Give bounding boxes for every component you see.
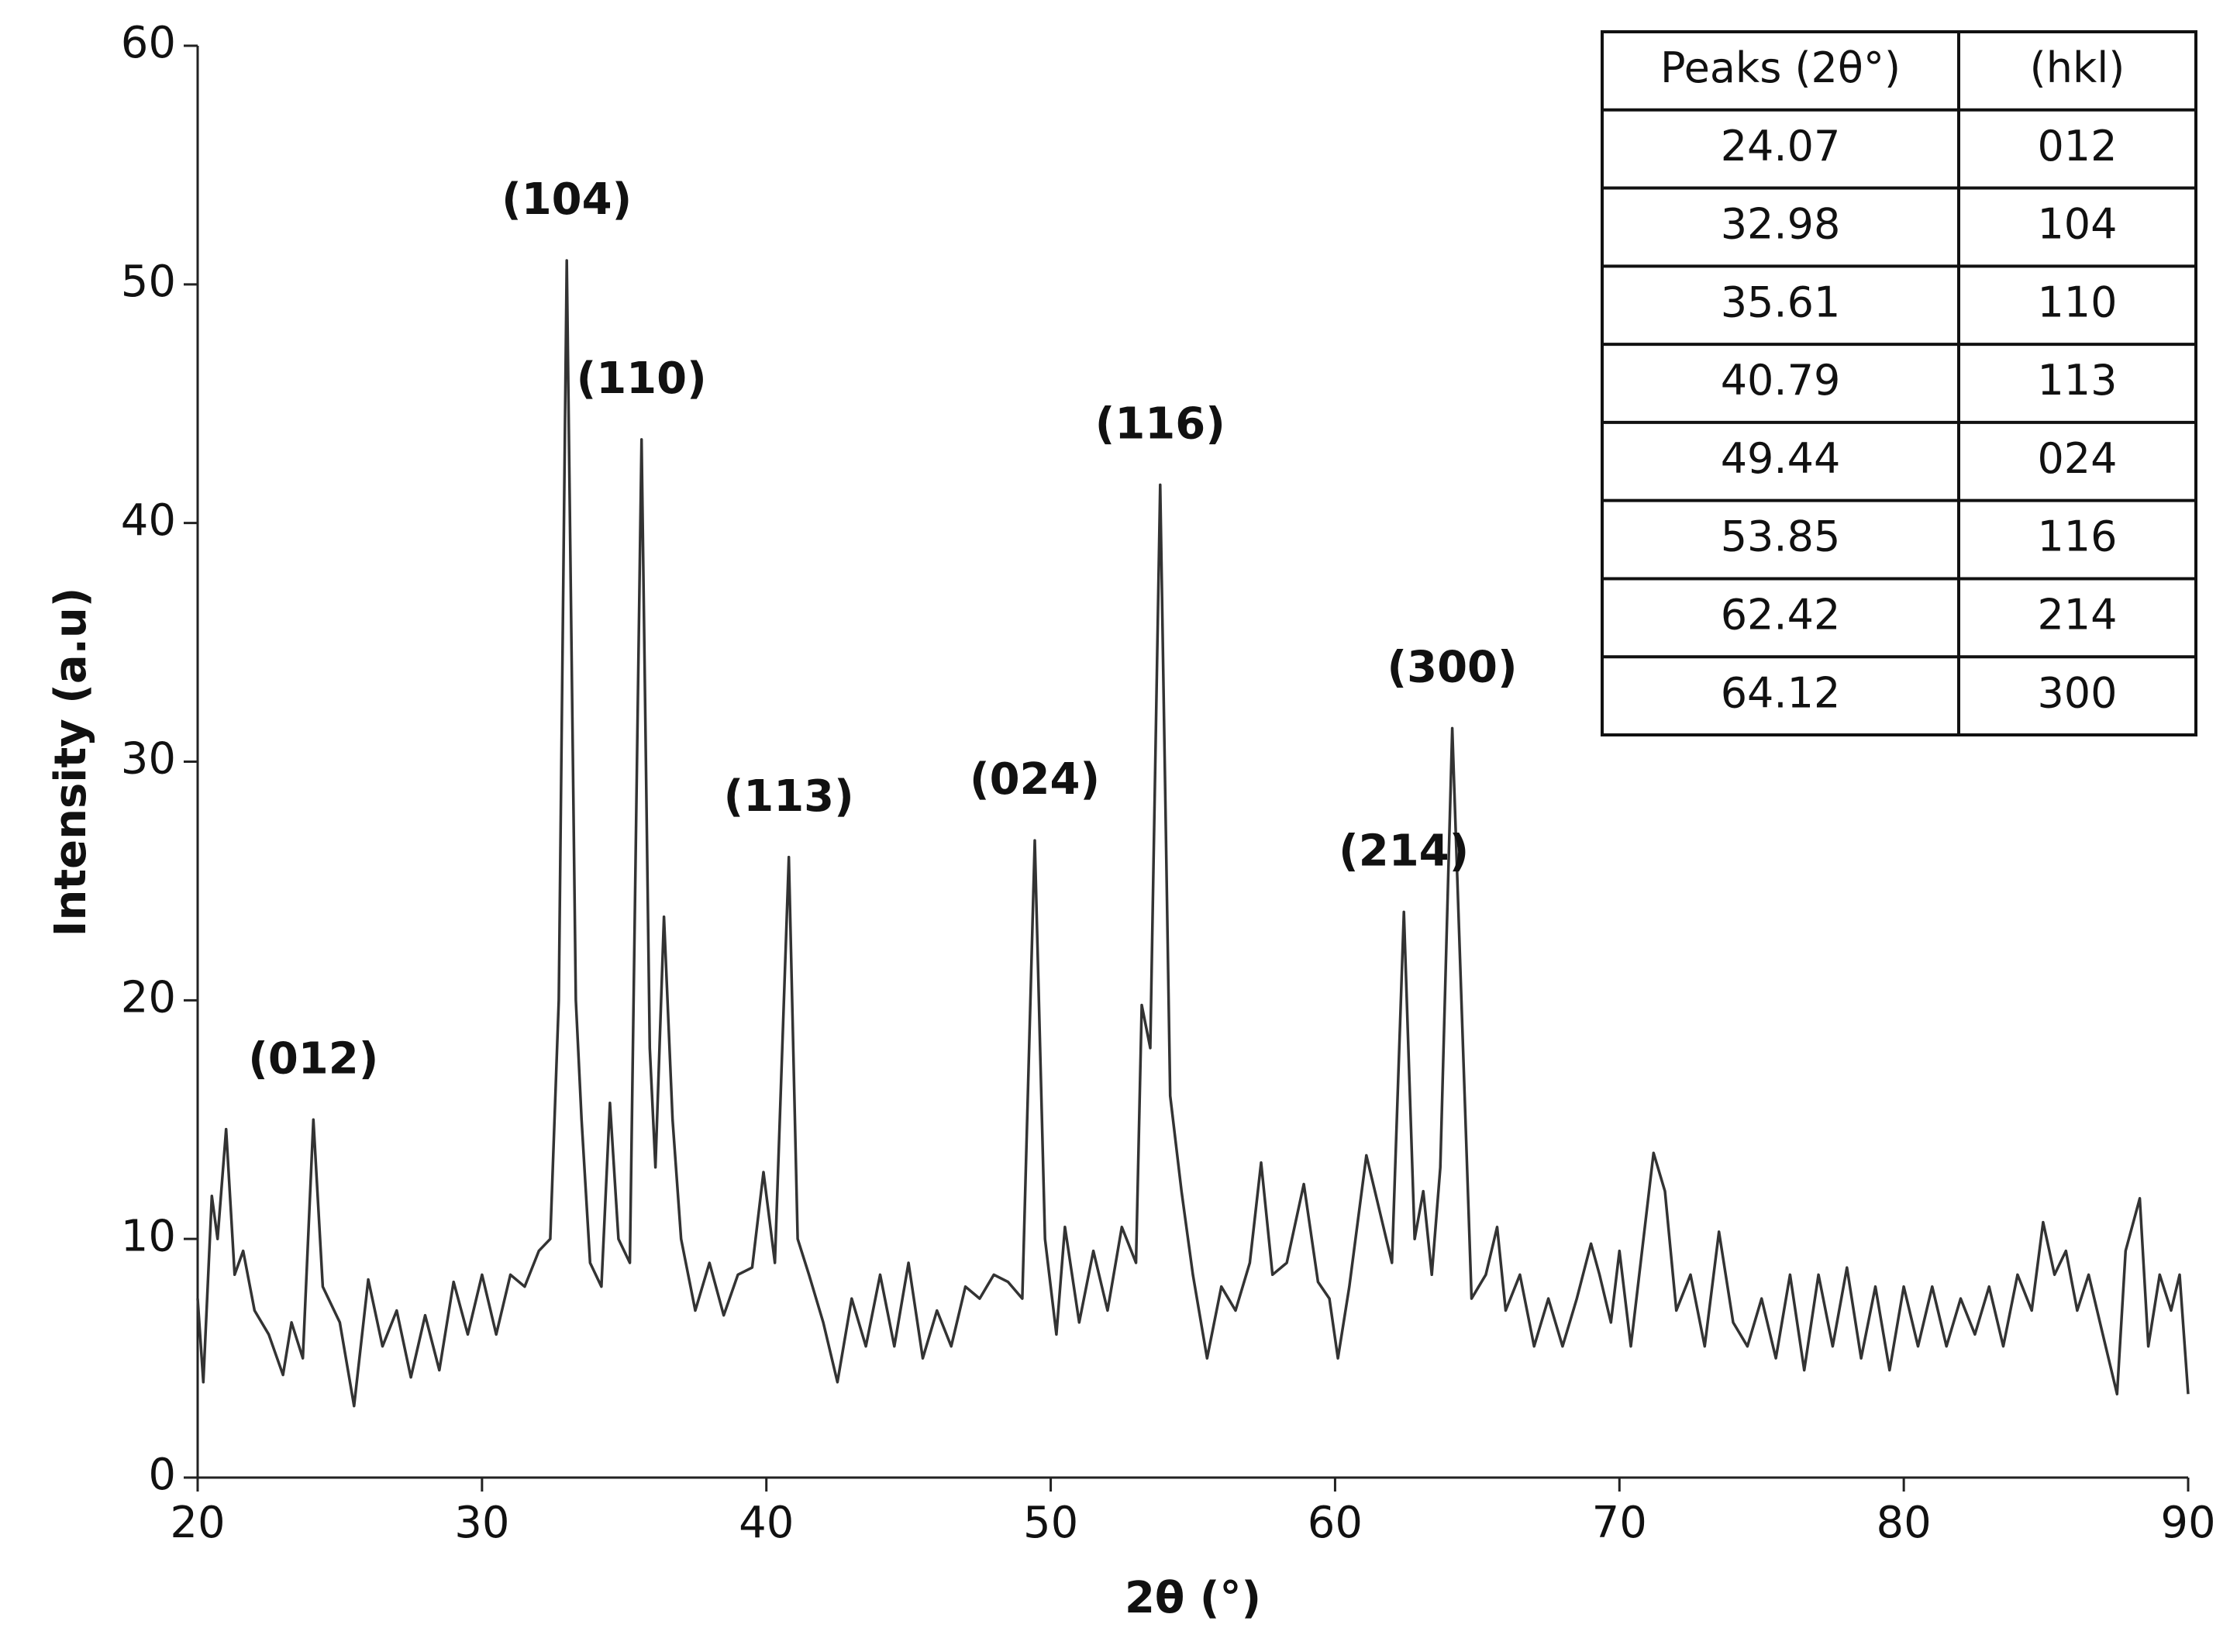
table-cell: 32.98: [1721, 200, 1841, 249]
peak-label: (104): [501, 174, 632, 225]
table-cell: 49.44: [1721, 434, 1841, 483]
y-tick-label: 60: [121, 18, 176, 68]
table-cell: 35.61: [1721, 278, 1841, 326]
table-cell: 64.12: [1721, 668, 1841, 717]
table-header-cell: Peaks (2θ°): [1660, 43, 1901, 92]
y-tick-label: 50: [121, 257, 176, 307]
table-cell: 024: [2037, 434, 2117, 483]
peak-label: (214): [1339, 826, 1469, 877]
table-cell: 62.42: [1721, 590, 1841, 639]
peak-label: (116): [1095, 399, 1225, 450]
table-cell: 53.85: [1721, 512, 1841, 561]
table-cell: 104: [2037, 200, 2117, 249]
table-cell: 40.79: [1721, 356, 1841, 405]
table-header-cell: (hkl): [2030, 43, 2125, 92]
table-cell: 116: [2037, 512, 2117, 561]
table-cell: 113: [2037, 356, 2117, 405]
peak-label: (110): [577, 354, 707, 404]
x-tick-label: 70: [1592, 1498, 1647, 1548]
table-cell: 300: [2037, 668, 2117, 717]
y-tick-label: 20: [121, 972, 176, 1023]
x-tick-label: 20: [170, 1498, 225, 1548]
x-tick-label: 60: [1308, 1498, 1363, 1548]
data-line: [196, 259, 2190, 1408]
peak-label: (113): [724, 771, 854, 822]
table-border: [1601, 30, 2197, 736]
table-cell: 110: [2037, 278, 2117, 326]
x-axis-label: 2θ (°): [1125, 1573, 1261, 1623]
x-tick-label: 90: [2160, 1498, 2215, 1548]
peak-label: (300): [1387, 643, 1518, 693]
y-tick-label: 40: [121, 495, 176, 546]
table-cell: 012: [2037, 122, 2117, 171]
y-tick-label: 30: [121, 734, 176, 785]
table-cell: 24.07: [1721, 122, 1841, 171]
y-axis-label: Intensity (a.u): [46, 588, 96, 937]
x-tick-label: 80: [1877, 1498, 1932, 1548]
table-cell: 214: [2037, 590, 2117, 639]
x-tick-label: 40: [739, 1498, 794, 1548]
peak-label: (012): [248, 1033, 378, 1084]
y-tick-label: 0: [148, 1450, 176, 1500]
x-tick-label: 30: [454, 1498, 509, 1548]
y-tick-label: 10: [121, 1211, 176, 1261]
peak-label: (024): [970, 754, 1100, 805]
x-tick-label: 50: [1023, 1498, 1078, 1548]
